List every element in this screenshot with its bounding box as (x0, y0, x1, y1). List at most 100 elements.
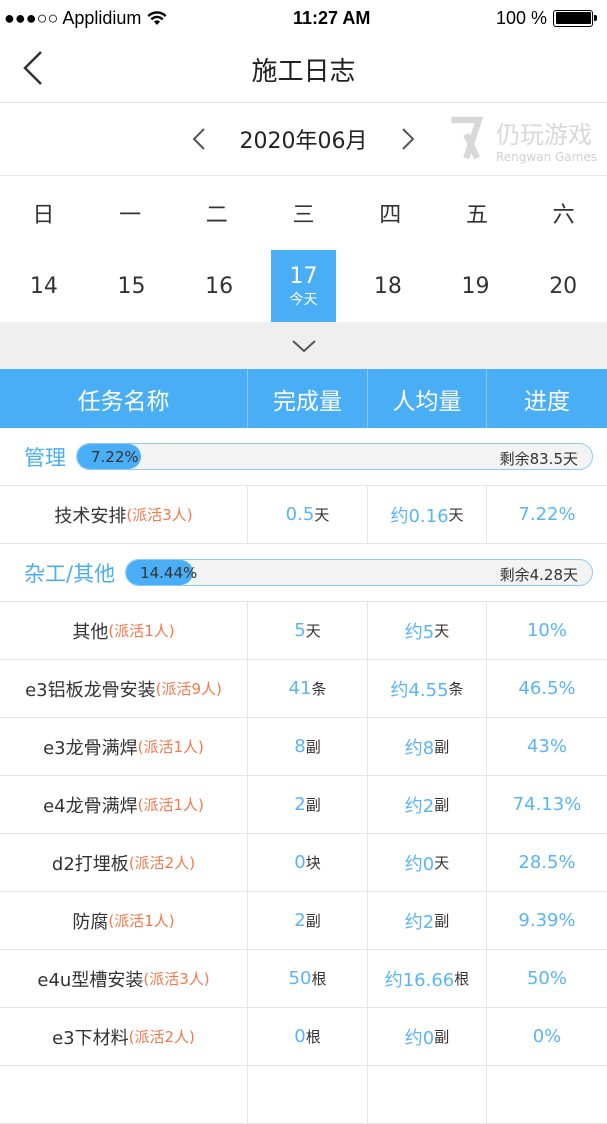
date-number: 19 (461, 273, 490, 299)
per-person-value: 约16.66 (384, 969, 455, 991)
completed-unit: 天 (314, 506, 330, 524)
task-name-cell: e4龙骨满焊 (派活1人) (0, 776, 248, 833)
current-month: 2020年06月 (239, 129, 368, 154)
date-cell[interactable]: 18 (344, 250, 432, 322)
group-progress-bar: 7.22% 剩余83.5天 (76, 443, 593, 470)
per-person-value: 约2 (404, 795, 435, 817)
date-cell[interactable]: 16 (175, 250, 263, 322)
progress-cell: 7.22% (518, 504, 576, 525)
task-group[interactable]: 杂工/其他 14.44% 剩余4.28天 (0, 544, 607, 602)
task-name-cell: 其他 (派活1人) (0, 602, 248, 659)
assigned-count: (派活2人) (128, 854, 196, 872)
date-number: 16 (205, 273, 234, 299)
task-name: 防腐 (72, 911, 109, 933)
date-number: 15 (117, 273, 146, 299)
task-name-cell: e3下材料 (派活2人) (0, 1008, 248, 1065)
date-cell[interactable]: 15 (88, 250, 176, 322)
task-name: 技术安排 (54, 505, 127, 527)
progress-cell: 46.5% (518, 678, 576, 699)
table-header: 任务名称 完成量 人均量 进度 (0, 369, 607, 428)
completed-value: 5 (294, 620, 306, 641)
completed-unit: 根 (311, 970, 327, 988)
table-row[interactable]: 技术安排 (派活3人) 0.5 天 约0.16 天 7.22% (0, 486, 607, 544)
table-row[interactable]: e4u型槽安装 (派活3人) 50 根 约16.66 根 50% (0, 950, 607, 1008)
next-month-button[interactable] (401, 127, 415, 151)
assigned-count: (派活1人) (137, 796, 204, 814)
table-row[interactable]: e3铝板龙骨安装 (派活9人) 41 条 约4.55 条 46.5% (0, 660, 607, 718)
date-cell[interactable]: 17 今天 (271, 250, 337, 322)
completed-unit: 副 (305, 912, 321, 930)
task-name: e3龙骨满焊 (43, 737, 138, 759)
date-number: 20 (549, 273, 578, 299)
progress-cell: 28.5% (518, 852, 576, 873)
status-bar: ●●●○○ Applidium 11:27 AM 100 % (0, 0, 607, 36)
per-person-cell: 约16.66 根 (368, 950, 487, 1007)
battery-icon (553, 9, 597, 27)
date-cell[interactable]: 19 (432, 250, 520, 322)
per-person-unit: 副 (434, 796, 450, 814)
date-cell[interactable]: 14 (0, 250, 88, 322)
assigned-count: (派活2人) (128, 1028, 195, 1046)
date-cell[interactable]: 20 (519, 250, 607, 322)
chevron-right-icon (402, 128, 415, 150)
prev-month-button[interactable] (192, 127, 206, 151)
page-title: 施工日志 (251, 56, 356, 87)
per-person-value: 约0 (404, 1027, 435, 1049)
weekday-label: 二 (205, 203, 228, 228)
assigned-count: (派活3人) (126, 506, 193, 524)
assigned-count: (派活3人) (143, 970, 210, 988)
completed-unit: 天 (305, 622, 321, 640)
progress-cell: 74.13% (512, 794, 582, 815)
weekday-header: 日一二三四五六 (0, 176, 607, 250)
weekday-label: 六 (552, 203, 575, 228)
battery-text: 100 % (495, 7, 547, 28)
month-selector: 2020年06月 (0, 103, 607, 176)
task-name-cell: 防腐 (派活1人) (0, 892, 248, 949)
completed-value: 8 (294, 736, 306, 757)
assigned-count: (派活1人) (108, 622, 175, 640)
empty-cell (248, 1066, 368, 1123)
assigned-count: (派活9人) (155, 680, 222, 698)
task-name: e3下材料 (52, 1027, 129, 1049)
week-dates: 14 15 16 17 今天 18 19 20 (0, 250, 607, 322)
progress-fill (77, 444, 141, 469)
assigned-count: (派活1人) (137, 738, 204, 756)
header-completed: 完成量 (248, 369, 368, 428)
completed-value: 0 (294, 1026, 306, 1047)
per-person-cell: 约0 副 (368, 1008, 487, 1065)
progress-percent: 14.44% (140, 564, 198, 582)
carrier: ●●●○○ Applidium (4, 7, 142, 28)
task-name: e3铝板龙骨安装 (25, 679, 156, 701)
task-name: 其他 (72, 621, 109, 643)
expand-calendar-button[interactable] (0, 322, 607, 369)
per-person-value: 约8 (404, 737, 435, 759)
progress-cell: 50% (526, 968, 567, 989)
completed-unit: 块 (305, 854, 321, 872)
completed-cell: 41 条 (248, 660, 368, 717)
completed-cell: 0.5 天 (248, 486, 368, 543)
per-person-cell: 约5 天 (368, 602, 487, 659)
table-row[interactable] (0, 1066, 607, 1124)
per-person-unit: 副 (434, 1028, 450, 1046)
task-list[interactable]: 管理 7.22% 剩余83.5天 技术安排 (派活3人) 0.5 天 约0.16 天 … (0, 428, 607, 1124)
assigned-count: (派活1人) (108, 912, 175, 930)
per-person-cell: 约4.55 条 (368, 660, 487, 717)
header-per-person: 人均量 (368, 369, 487, 428)
back-button[interactable] (22, 50, 44, 90)
per-person-unit: 副 (434, 912, 450, 930)
weekday-label: 五 (465, 203, 488, 228)
task-name: e4u型槽安装 (37, 969, 144, 991)
today-label: 今天 (289, 291, 318, 308)
header-progress: 进度 (524, 388, 570, 415)
task-group[interactable]: 管理 7.22% 剩余83.5天 (0, 428, 607, 486)
